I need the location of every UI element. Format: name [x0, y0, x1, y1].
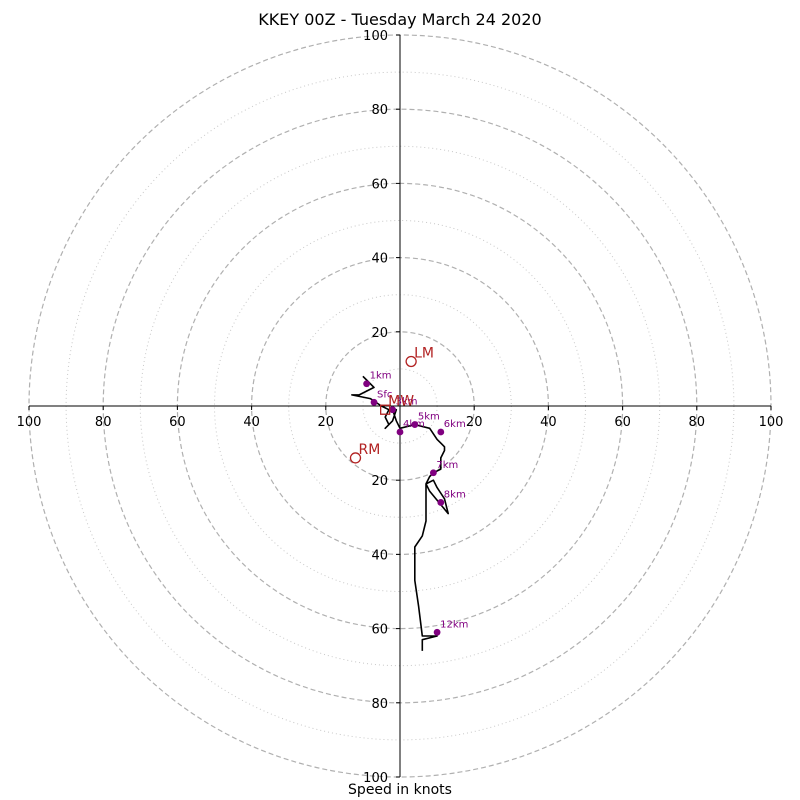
- height-marker-4km: [396, 428, 404, 436]
- storm-motion-label-MW: MW: [388, 394, 414, 410]
- height-marker-7km: [429, 469, 437, 477]
- chart-title: KKEY 00Z - Tuesday March 24 2020: [258, 10, 542, 29]
- height-marker-label-8km: 8km: [444, 489, 466, 500]
- y-tick-label: 40: [371, 252, 388, 267]
- height-marker-1km: [363, 380, 371, 388]
- height-marker-label-6km: 6km: [444, 419, 466, 430]
- y-tick-label: 40: [371, 548, 388, 563]
- height-marker-6km: [437, 428, 445, 436]
- y-tick-label: 100: [363, 29, 388, 44]
- height-marker-label-7km: 7km: [436, 460, 458, 471]
- hodograph-trace: [351, 375, 449, 651]
- y-tick-label: 80: [371, 697, 388, 712]
- x-tick-label: 100: [759, 415, 784, 430]
- height-marker-label-Sfc: Sfc: [377, 389, 392, 400]
- x-tick-label: 100: [17, 415, 42, 430]
- x-tick-label: 40: [540, 415, 557, 430]
- height-marker-5km: [411, 421, 419, 428]
- height-marker-8km: [437, 499, 445, 506]
- x-tick-label: 60: [169, 415, 186, 430]
- y-tick-label: 20: [371, 326, 388, 341]
- x-tick-label: 80: [95, 415, 112, 430]
- storm-motion-label-LM: LM: [414, 345, 434, 361]
- y-tick-label: 100: [363, 771, 388, 786]
- x-tick-label: 80: [689, 415, 706, 430]
- height-marker-12km: [433, 628, 441, 636]
- x-tick-label: 60: [614, 415, 631, 430]
- storm-motion-marker-LM: [405, 355, 417, 368]
- x-tick-label: 40: [243, 415, 260, 430]
- x-tick-label: 20: [466, 415, 483, 430]
- y-tick-label: 60: [371, 623, 388, 638]
- y-tick-label: 60: [371, 177, 388, 192]
- storm-motion-label-RM: RM: [358, 442, 380, 458]
- height-marker-3km: [389, 406, 396, 414]
- height-marker-label-5km: 5km: [418, 412, 440, 423]
- y-tick-label: 80: [371, 103, 388, 118]
- storm-motion-marker-MW: [380, 404, 391, 415]
- height-marker-label-12km: 12km: [440, 619, 468, 630]
- height-marker-Sfc: [370, 398, 378, 406]
- y-tick-label: 20: [371, 474, 388, 489]
- storm-motion-marker-RM: [349, 452, 362, 464]
- height-marker-label-3km: 3km: [396, 397, 418, 408]
- x-axis-label: Speed in knots: [348, 782, 452, 798]
- height-marker-label-1km: 1km: [370, 371, 392, 382]
- x-tick-label: 20: [318, 415, 335, 430]
